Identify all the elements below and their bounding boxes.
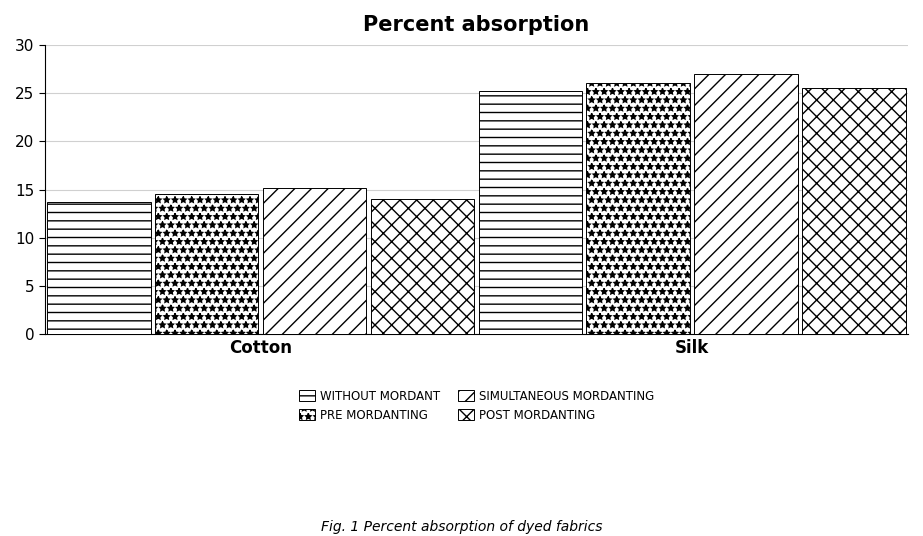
Text: Fig. 1 Percent absorption of dyed fabrics: Fig. 1 Percent absorption of dyed fabric…	[321, 519, 602, 534]
Title: Percent absorption: Percent absorption	[364, 15, 590, 35]
Bar	[586, 84, 690, 334]
Bar	[371, 199, 474, 334]
Bar	[47, 202, 150, 334]
Bar	[802, 88, 905, 334]
Legend: WITHOUT MORDANT, PRE MORDANTING, SIMULTANEOUS MORDANTING, POST MORDANTING: WITHOUT MORDANT, PRE MORDANTING, SIMULTA…	[293, 384, 660, 428]
Bar	[478, 91, 582, 334]
Bar	[694, 74, 798, 334]
Bar	[263, 188, 366, 334]
Bar	[155, 195, 258, 334]
